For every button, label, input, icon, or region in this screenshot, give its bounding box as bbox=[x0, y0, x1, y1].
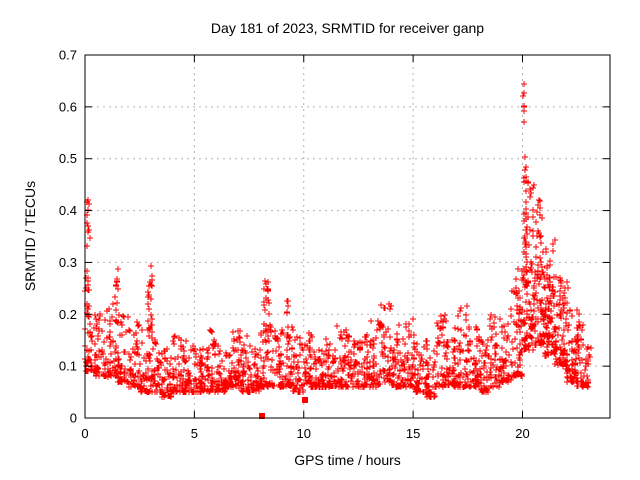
plot-border bbox=[84, 54, 611, 419]
y-axis-label: SRMTID / TECUs bbox=[22, 180, 38, 292]
outlier-square bbox=[302, 397, 308, 403]
scatter-points bbox=[82, 81, 594, 400]
y-tick-labels: 0 0.1 0.2 0.3 0.4 0.5 0.6 0.7 bbox=[59, 48, 77, 426]
x-tick-label: 20 bbox=[515, 426, 529, 441]
y-tick-label: 0.5 bbox=[59, 151, 77, 166]
axis-border bbox=[84, 54, 611, 419]
grid-lines bbox=[85, 55, 610, 418]
y-tick-label: 0.4 bbox=[59, 203, 77, 218]
y-tick-label: 0.7 bbox=[59, 48, 77, 63]
x-tick-labels: 0 5 10 15 20 bbox=[81, 426, 529, 441]
scatter-path bbox=[82, 81, 594, 400]
y-tick-label: 0.2 bbox=[59, 307, 77, 322]
chart-title: Day 181 of 2023, SRMTID for receiver gan… bbox=[210, 20, 485, 36]
x-tick-label: 0 bbox=[81, 426, 88, 441]
x-tick-label: 5 bbox=[191, 426, 198, 441]
outlier-markers bbox=[259, 397, 308, 419]
axis-ticks bbox=[84, 54, 610, 419]
y-tick-label: 0.1 bbox=[59, 359, 77, 374]
y-tick-label: 0 bbox=[70, 411, 77, 426]
x-tick-label: 10 bbox=[297, 426, 311, 441]
x-axis-label: GPS time / hours bbox=[294, 452, 401, 468]
x-tick-label: 15 bbox=[406, 426, 420, 441]
y-tick-label: 0.3 bbox=[59, 255, 77, 270]
y-tick-label: 0.6 bbox=[59, 99, 77, 114]
outlier-square bbox=[259, 413, 265, 419]
